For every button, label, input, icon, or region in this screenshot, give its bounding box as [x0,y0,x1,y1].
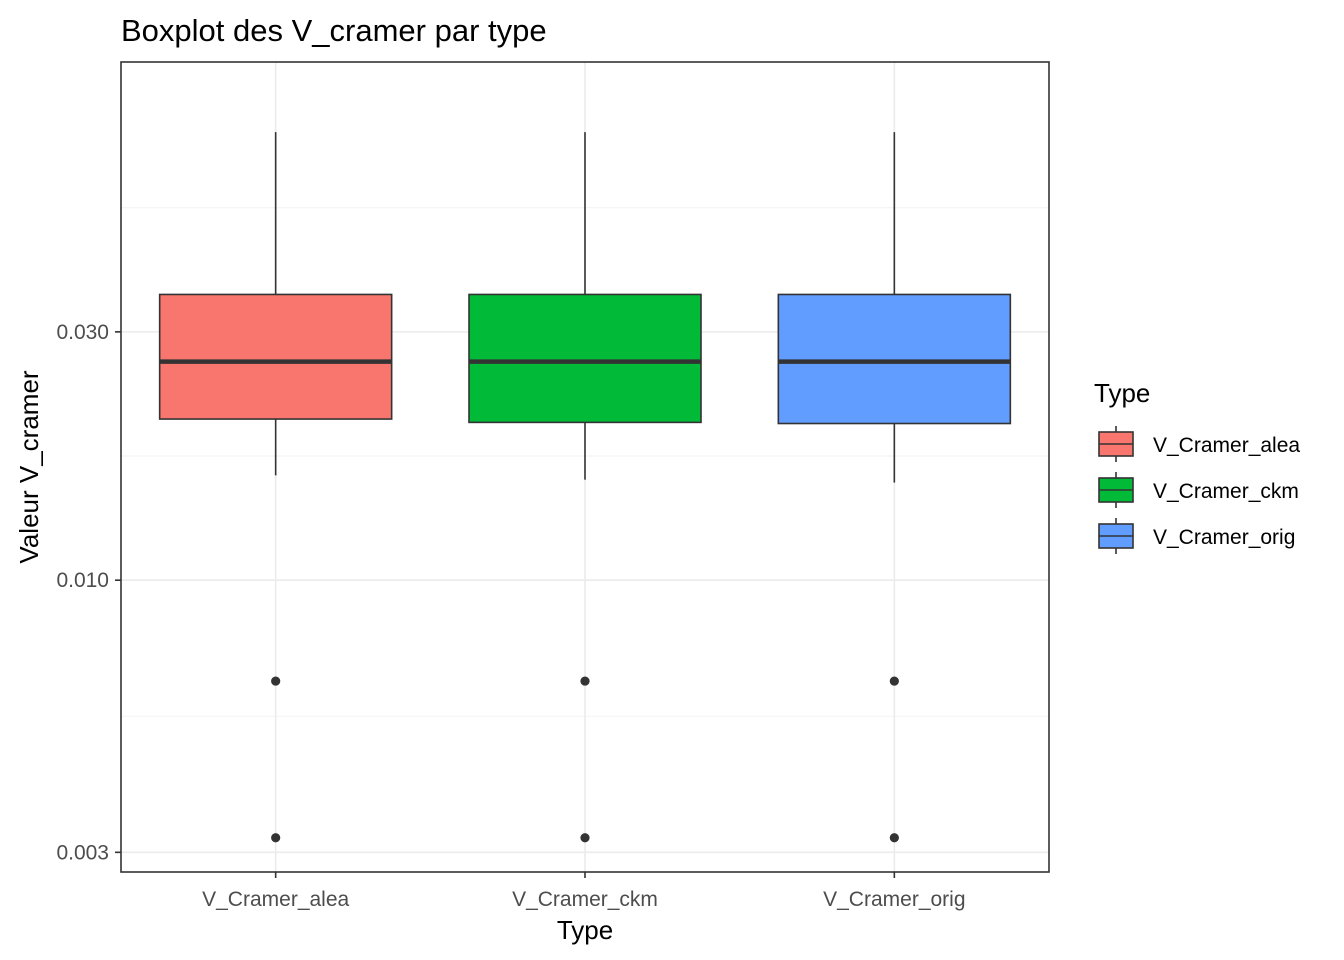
x-axis-title: Type [557,915,613,945]
legend-item: V_Cramer_orig [1098,518,1295,554]
outlier-point [889,676,899,686]
legend-item: V_Cramer_alea [1098,426,1300,462]
box-body [777,293,1012,425]
box-body [468,293,702,424]
legend-label: V_Cramer_ckm [1153,480,1299,503]
legend-item: V_Cramer_ckm [1098,472,1299,508]
box-layer [158,132,1012,843]
y-tick-label: 0.003 [56,841,109,864]
outlier-point [271,676,281,686]
legend-items: V_Cramer_alea V_Cramer_ckm V_Cramer_orig [1098,426,1300,554]
outlier-point [580,833,590,843]
legend-title: Type [1094,378,1150,408]
box-V_Cramer_orig [777,132,1012,843]
y-tick-label: 0.010 [56,569,109,592]
plot-panel [120,61,1050,873]
outlier-point [889,833,899,843]
x-tick-label: V_Cramer_alea [202,888,349,911]
box-body [158,293,393,420]
box-V_Cramer_alea [158,132,393,843]
chart-title: Boxplot des V_cramer par type [121,13,547,48]
y-axis-title: Valeur V_cramer [14,370,44,563]
y-tick-label: 0.030 [56,321,109,344]
y-axis: 0.003 0.010 0.030 [56,321,121,864]
x-tick-label: V_Cramer_orig [823,888,965,911]
legend-label: V_Cramer_alea [1153,434,1300,457]
x-tick-label: V_Cramer_ckm [512,888,658,911]
legend: Type V_Cramer_alea V_Cramer_ckm V_Cramer_o… [1094,378,1300,554]
box-V_Cramer_ckm [468,132,702,843]
legend-label: V_Cramer_orig [1153,526,1295,549]
outlier-point [580,676,590,686]
x-axis: V_Cramer_alea V_Cramer_ckm V_Cramer_orig [202,872,966,911]
outlier-point [271,833,281,843]
